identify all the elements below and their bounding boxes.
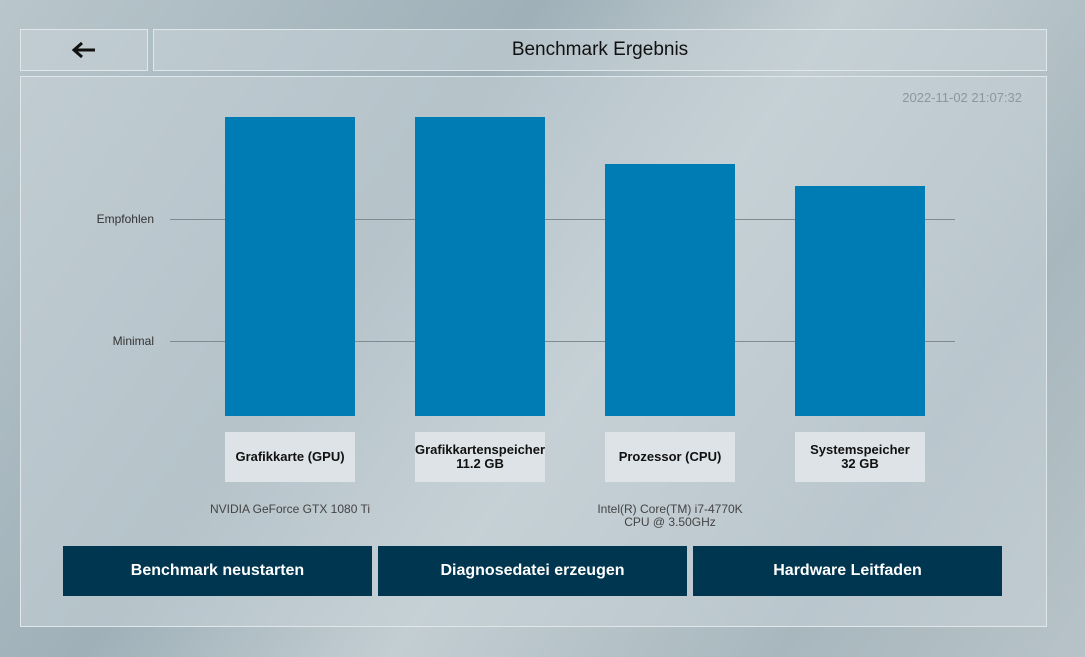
results-panel: 2022-11-02 21:07:32 Empfohlen Minimal Graf… <box>20 76 1047 627</box>
hardware-guide-button[interactable]: Hardware Leitfaden <box>693 546 1002 596</box>
category-label: Prozessor (CPU) <box>605 432 735 482</box>
bar-2 <box>605 163 735 416</box>
category-label: Grafikkartenspeicher 11.2 GB <box>415 432 545 482</box>
timestamp: 2022-11-02 21:07:32 <box>902 90 1022 105</box>
category-value: 32 GB <box>841 456 879 471</box>
reference-line-empfohlen <box>170 219 955 220</box>
hardware-name: NVIDIA GeForce GTX 1080 Ti <box>209 502 371 516</box>
restart-benchmark-button[interactable]: Benchmark neustarten <box>63 546 372 596</box>
bar-1 <box>415 116 545 416</box>
arrow-left-icon <box>71 41 95 59</box>
category-name: Prozessor (CPU) <box>618 449 722 464</box>
back-button[interactable] <box>20 29 148 71</box>
category-label: Systemspeicher 32 GB <box>795 432 925 482</box>
category-value: 11.2 GB <box>456 456 504 471</box>
category-label: Grafikkarte (GPU) <box>225 432 355 482</box>
bar-3 <box>795 185 925 416</box>
reference-label: Minimal <box>112 334 154 349</box>
page-title: Benchmark Ergebnis <box>153 29 1047 71</box>
hardware-name: Intel(R) Core(TM) i7-4770K CPU @ 3.50GHz <box>597 502 743 529</box>
reference-label: Empfohlen <box>96 212 154 226</box>
bar-0 <box>225 116 355 416</box>
category-name: Grafikkarte (GPU) <box>235 449 345 464</box>
category-name: Systemspeicher <box>810 442 910 457</box>
reference-line-minimal <box>170 341 955 343</box>
create-diagnostic-file-button[interactable]: Diagnosedatei erzeugen <box>378 546 687 596</box>
category-name: Grafikkartenspeicher <box>414 442 546 457</box>
